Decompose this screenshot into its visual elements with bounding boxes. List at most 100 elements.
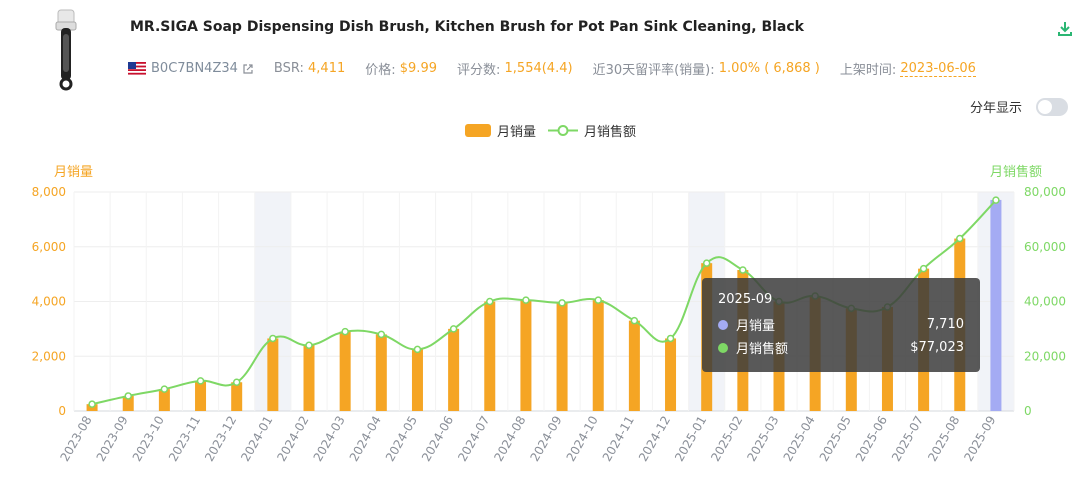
right-tick-label: 80,000 [1024, 185, 1066, 199]
external-link-icon[interactable] [242, 63, 254, 75]
x-tick-label: 2024-09 [527, 414, 564, 464]
download-icon[interactable] [1056, 20, 1074, 38]
legend-item-sales-revenue[interactable]: 月销售额 [548, 121, 636, 140]
tooltip-row-sales-volume: 月销量 7,710 [718, 315, 964, 334]
rating-value: 1,554(4.4) [504, 61, 573, 76]
left-tick-label: 2,000 [32, 349, 66, 363]
bar [122, 395, 134, 411]
x-tick-label: 2024-06 [419, 414, 456, 464]
bar [375, 334, 387, 411]
left-tick-label: 6,000 [32, 240, 66, 254]
bar [448, 328, 460, 411]
x-tick-label: 2024-05 [383, 414, 420, 464]
bar [231, 382, 243, 411]
x-tick-label: 2025-08 [925, 414, 962, 464]
bar [303, 345, 315, 411]
year-split-label: 分年显示 [970, 101, 1023, 116]
listed-date-label: 上架时间: [839, 63, 897, 78]
revenue-point [88, 400, 96, 408]
x-tick-label: 2025-01 [672, 414, 709, 464]
revenue-point [413, 345, 422, 354]
x-tick-label: 2024-07 [455, 414, 492, 464]
tooltip-label: 月销售额 [736, 342, 789, 357]
legend-swatch-line [548, 125, 579, 136]
revenue-point [558, 299, 566, 307]
tooltip-dot-line [718, 342, 728, 353]
year-split-toggle[interactable] [1036, 97, 1069, 116]
x-tick-label: 2025-05 [817, 414, 854, 464]
revenue-point [919, 264, 928, 273]
revenue-point [486, 297, 494, 306]
revenue-point [702, 259, 711, 267]
product-title: MR.SIGA Soap Dispensing Dish Brush, Kitc… [130, 19, 804, 35]
revenue-point [124, 392, 132, 400]
right-tick-label: 20,000 [1024, 349, 1066, 363]
revenue-point [992, 196, 1000, 204]
legend-swatch-bar [465, 124, 491, 137]
x-tick-label: 2025-03 [744, 414, 781, 464]
legend-label-sales-volume: 月销量 [497, 125, 537, 140]
tooltip-value: $77,023 [910, 340, 964, 355]
tooltip-dot-bar [718, 319, 728, 330]
x-tick-label: 2023-11 [166, 414, 203, 464]
tooltip-title: 2025-09 [718, 292, 773, 307]
bar [267, 338, 279, 411]
revenue-point [196, 377, 205, 385]
x-tick-label: 2023-10 [130, 414, 167, 464]
revenue-point [232, 378, 241, 387]
right-axis-title: 月销售额 [990, 165, 1043, 180]
left-tick-label: 4,000 [32, 295, 66, 309]
bar [195, 380, 207, 411]
x-tick-label: 2024-11 [600, 414, 637, 464]
right-tick-label: 0 [1024, 404, 1032, 418]
x-tick-label: 2024-08 [491, 414, 528, 464]
x-tick-label: 2025-02 [708, 414, 745, 464]
x-tick-label: 2023-09 [94, 414, 131, 464]
right-tick-label: 40,000 [1024, 295, 1066, 309]
bar [158, 389, 170, 411]
revenue-point [269, 334, 277, 343]
bar [990, 199, 1002, 411]
right-tick-label: 60,000 [1024, 240, 1066, 254]
asin-link[interactable]: B0C7BN4Z34 [151, 61, 238, 76]
x-tick-label: 2025-07 [889, 414, 926, 464]
tooltip-label: 月销量 [736, 319, 776, 334]
legend-item-sales-volume[interactable]: 月销量 [465, 121, 536, 140]
chart-legend: 月销量 月销售额 [465, 121, 648, 140]
product-thumbnail [55, 9, 77, 91]
left-tick-label: 0 [58, 404, 66, 418]
bar [520, 300, 532, 411]
revenue-point [305, 341, 313, 350]
toggle-knob [1038, 99, 1053, 114]
revenue-point [956, 234, 964, 243]
revenue-point [522, 296, 530, 304]
price-label: 价格: [365, 63, 396, 78]
left-tick-label: 8,000 [32, 185, 66, 199]
bsr-value: 4,411 [308, 61, 346, 76]
x-tick-label: 2024-04 [347, 414, 384, 464]
product-meta: B0C7BN4Z34 BSR: 4,411 价格: $9.99 评分数: 1,5… [128, 59, 976, 78]
retention-value: 1.00% ( 6,868 ) [718, 61, 820, 76]
revenue-point [739, 266, 747, 274]
x-tick-label: 2024-03 [311, 414, 348, 464]
us-flag-icon [128, 62, 146, 75]
bar [665, 338, 677, 411]
bar [592, 300, 604, 411]
x-tick-label: 2024-10 [564, 414, 601, 464]
revenue-point [449, 325, 458, 333]
x-tick-label: 2024-01 [238, 414, 275, 464]
listed-date-value[interactable]: 2023-06-06 [900, 60, 976, 77]
revenue-point [377, 330, 386, 339]
x-tick-label: 2023-12 [202, 414, 239, 464]
price-value: $9.99 [399, 61, 437, 76]
bar [556, 302, 568, 411]
x-tick-label: 2023-08 [57, 414, 94, 464]
revenue-point [630, 316, 639, 325]
bar [339, 331, 351, 411]
bsr-label: BSR: [273, 61, 304, 76]
revenue-point [160, 385, 169, 393]
bar [411, 349, 423, 411]
tooltip-value: 7,710 [926, 317, 964, 332]
x-tick-label: 2024-02 [274, 414, 311, 464]
